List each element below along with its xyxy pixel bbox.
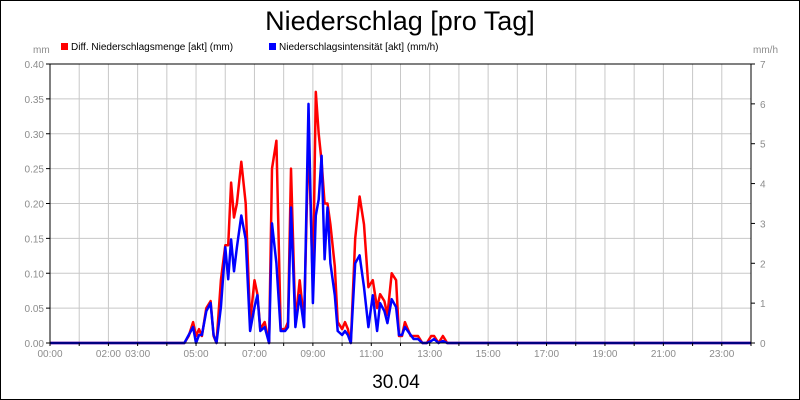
y2-tick-label: 1 [760, 299, 766, 310]
x-axis-ticks: 00:00 02:00 03:00 05:00 07:00 09:00 11:00 13:00… [37, 343, 752, 360]
x-tick-label: 23:00 [709, 349, 734, 360]
legend-swatch-rain-intensity [269, 43, 276, 50]
x-tick-label: 15:00 [476, 349, 501, 360]
y2-tick-label: 7 [760, 60, 766, 71]
y-axis-ticks: 0.00 0.05 0.10 0.15 0.20 0.25 0.30 0.35 0.40 [25, 60, 50, 350]
x-tick-label: 09:00 [300, 349, 325, 360]
grid [49, 63, 752, 344]
x-tick-label: 19:00 [592, 349, 617, 360]
x-tick-label: 21:00 [651, 349, 676, 360]
series-line-rain-intensity [50, 102, 751, 345]
y2-tick-label: 0 [760, 339, 766, 350]
x-tick-label: 13:00 [417, 349, 442, 360]
series [50, 90, 751, 345]
chart-title: Niederschlag [pro Tag] [265, 6, 535, 36]
y-tick-label: 0.40 [25, 60, 45, 71]
x-tick-label: 03:00 [125, 349, 150, 360]
x-tick-label: 05:00 [184, 349, 209, 360]
legend-label-rain-intensity: Niederschlagsintensität [akt] (mm/h) [279, 42, 439, 53]
x-tick-label: 11:00 [359, 349, 384, 360]
x-tick-label: 00:00 [37, 349, 62, 360]
y-tick-label: 0.00 [25, 339, 45, 350]
x-tick-label: 17:00 [534, 349, 559, 360]
y2-tick-label: 2 [760, 259, 766, 270]
y2-tick-label: 6 [760, 100, 766, 111]
x-tick-label: 07:00 [242, 349, 267, 360]
y-tick-label: 0.05 [25, 304, 45, 315]
y-tick-label: 0.10 [25, 269, 45, 280]
y-tick-label: 0.15 [25, 234, 45, 245]
right-axis-unit: mm/h [753, 45, 778, 56]
date-label: 30.04 [372, 372, 420, 393]
y-tick-label: 0.30 [25, 130, 45, 141]
x-tick-label: 02:00 [96, 349, 121, 360]
left-axis-unit: mm [33, 45, 50, 56]
legend-swatch-rain-amount [61, 43, 68, 50]
y2-tick-label: 4 [760, 180, 766, 191]
y-tick-label: 0.25 [25, 165, 45, 176]
y2-axis-ticks: 0 1 2 3 4 5 6 7 [751, 60, 766, 350]
legend-label-rain-amount: Diff. Niederschlagsmenge [akt] (mm) [71, 42, 233, 53]
y-tick-label: 0.20 [25, 200, 45, 211]
y2-tick-label: 3 [760, 219, 766, 230]
y-tick-label: 0.35 [25, 95, 45, 106]
y2-tick-label: 5 [760, 140, 766, 151]
legend: Diff. Niederschlagsmenge [akt] (mm) Nied… [61, 42, 439, 53]
